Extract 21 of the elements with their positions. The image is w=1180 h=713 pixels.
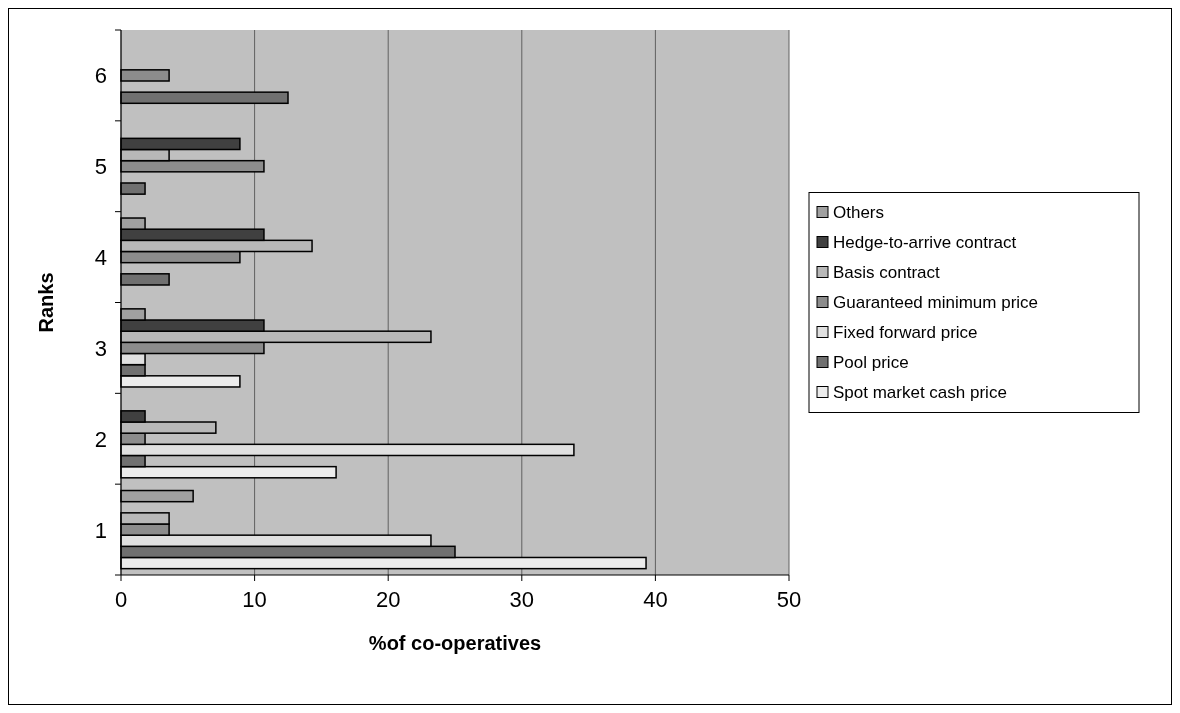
x-tick-label: 50	[776, 587, 802, 612]
y-tick-label: 3	[94, 335, 107, 361]
y-tick-label: 2	[94, 426, 107, 452]
y-tick-label: 1	[94, 517, 107, 543]
legend-label: Spot market cash price	[833, 382, 1007, 402]
legend-label: Hedge-to-arrive contract	[833, 232, 1017, 252]
x-tick-label: 20	[375, 587, 401, 612]
x-tick-label: 40	[643, 587, 668, 612]
legend-label: Guaranteed minimum price	[833, 292, 1039, 312]
legend-label: Others	[833, 202, 885, 222]
x-tick-label: 10	[242, 587, 267, 612]
legend-label: Fixed forward price	[833, 322, 978, 342]
x-tick-label: 30	[509, 587, 535, 612]
y-tick-label: 4	[94, 245, 107, 271]
x-axis-title: %of co-operatives	[368, 632, 542, 654]
y-tick-label: 5	[94, 154, 107, 180]
y-axis-title: Ranks	[35, 272, 57, 333]
y-tick-label: 6	[94, 63, 107, 89]
legend-label: Basis contract	[833, 262, 941, 282]
x-tick-label: 0	[114, 587, 128, 612]
legend-label: Pool price	[833, 352, 909, 372]
